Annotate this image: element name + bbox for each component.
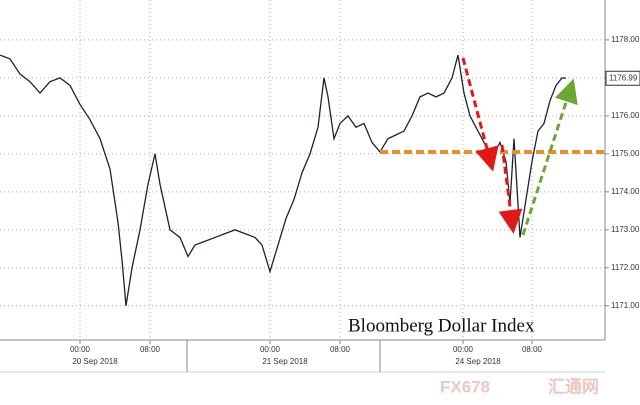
watermark: 汇通网 [548, 377, 599, 396]
y-tick-label: 1172.00 [611, 263, 640, 272]
x-tick-label: 00:00 [453, 345, 474, 354]
down-arrow [461, 57, 499, 172]
y-tick-label: 1171.00 [611, 301, 640, 310]
date-label: 24 Sep 2018 [455, 357, 501, 366]
y-tick-label: 1176.00 [611, 111, 640, 120]
date-label: 21 Sep 2018 [262, 357, 308, 366]
y-tick-label: 1174.00 [611, 187, 640, 196]
x-tick-label: 08:00 [330, 345, 351, 354]
date-label: 20 Sep 2018 [72, 357, 118, 366]
plot-area: 1171.00 1172.00 1173.00 1174.00 1175.00 1176.… [0, 0, 640, 366]
last-price-label: 1176.99 [609, 73, 638, 82]
y-tick-label: 1178.00 [611, 35, 640, 44]
x-tick-label: 00:00 [70, 345, 91, 354]
x-tick-label: 08:00 [140, 345, 161, 354]
x-tick-label: 00:00 [260, 345, 281, 354]
up-arrow [521, 78, 578, 236]
y-tick-label: 1173.00 [611, 225, 640, 234]
y-tick-label: 1175.00 [611, 149, 640, 158]
chart-title: Bloomberg Dollar Index [348, 315, 535, 336]
watermark: FX678 [440, 377, 490, 396]
down-arrow [498, 144, 523, 234]
last-price-box [605, 70, 640, 86]
x-tick-label: 08:00 [522, 345, 543, 354]
